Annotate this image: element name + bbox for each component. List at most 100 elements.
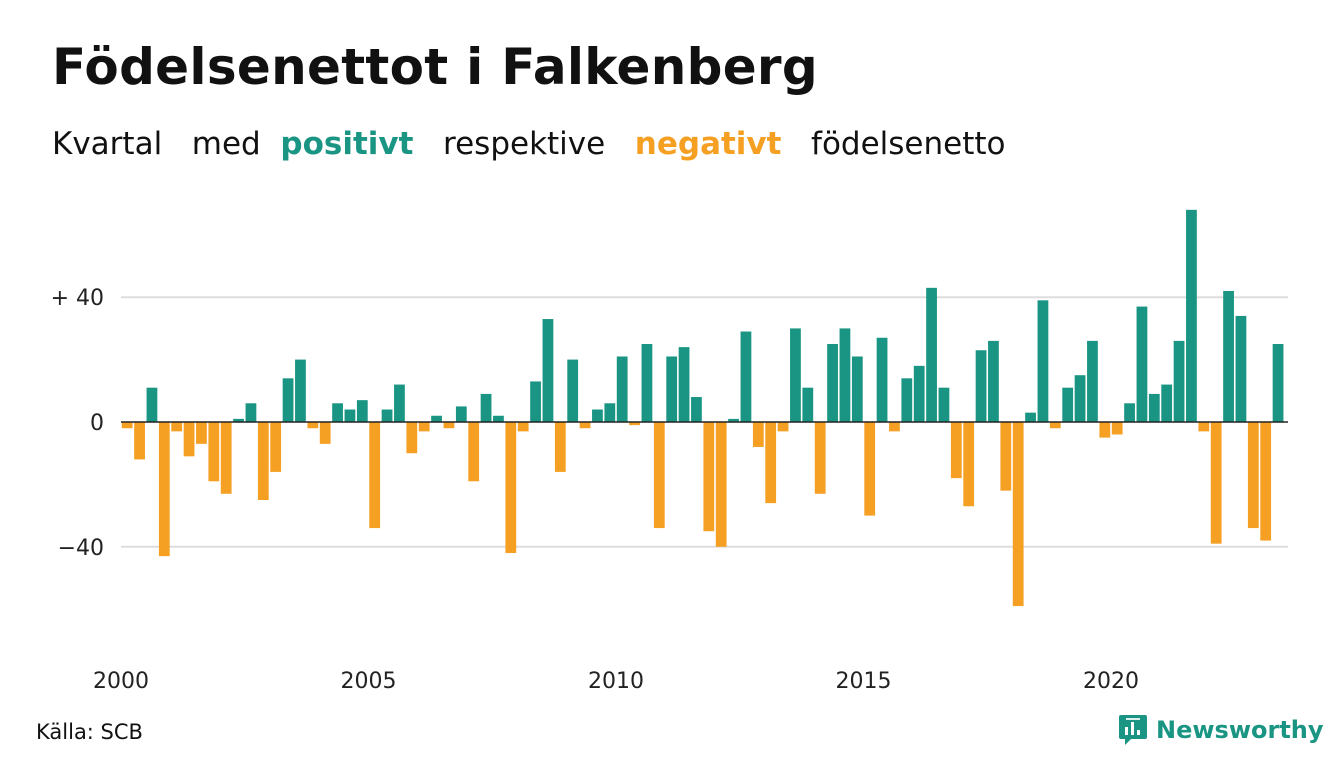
y-tick-label: 0 — [90, 411, 104, 436]
bar-positive — [567, 359, 579, 422]
x-tick-label: 2020 — [1083, 669, 1139, 694]
bar-negative — [1198, 422, 1210, 432]
bar-negative — [777, 422, 789, 432]
y-tick-label: −40 — [58, 536, 104, 561]
bar-positive — [1186, 209, 1197, 422]
bar-positive — [1025, 412, 1036, 422]
bar-positive — [740, 331, 752, 422]
bar-negative — [369, 422, 381, 529]
y-tick-label: + 40 — [51, 286, 104, 311]
bar-negative — [864, 422, 876, 516]
bar-negative — [715, 422, 727, 547]
bar-positive — [666, 356, 678, 422]
bar-negative — [1012, 422, 1024, 607]
bar-negative — [406, 422, 418, 454]
subtitle-word: med — [191, 126, 261, 162]
bar-positive — [616, 356, 628, 422]
bar-negative — [950, 422, 962, 479]
bar-positive — [790, 328, 801, 422]
bar-negative — [814, 422, 826, 494]
bar-positive — [926, 287, 937, 422]
bar-negative — [703, 422, 715, 532]
bar-positive — [455, 406, 467, 422]
bar-positive — [1235, 315, 1247, 422]
bar-positive — [394, 384, 405, 422]
bar-negative — [220, 422, 232, 494]
bar-negative — [1260, 422, 1272, 541]
bar-negative — [257, 422, 269, 500]
bar-positive — [530, 381, 541, 422]
bar-negative — [653, 422, 665, 529]
bar-negative — [158, 422, 170, 557]
bar-positive — [839, 328, 851, 422]
x-tick-label: 2015 — [836, 669, 892, 694]
bar-positive — [356, 400, 368, 422]
bar-negative — [752, 422, 764, 447]
bar-positive — [1074, 375, 1086, 422]
bar-negative — [319, 422, 331, 444]
bar-positive — [1087, 340, 1098, 422]
bar-positive — [493, 415, 504, 422]
bar-positive — [827, 344, 838, 422]
chart-subtitle: Kvartal med positivt respektive negativt… — [52, 126, 1006, 162]
bar-negative — [121, 422, 133, 429]
bar-positive — [245, 403, 257, 422]
bar-positive — [480, 393, 492, 422]
subtitle-word: födelsenetto — [811, 126, 1006, 162]
bar-positive — [233, 418, 244, 422]
bar-negative — [270, 422, 282, 472]
bar-positive — [802, 387, 814, 422]
bar-positive — [1136, 306, 1148, 422]
bar-positive — [1173, 340, 1185, 422]
bar-negative — [196, 422, 207, 444]
bar-negative — [1210, 422, 1222, 544]
bar-negative — [134, 422, 145, 460]
subtitle-word: respektive — [443, 126, 606, 162]
bar-positive — [332, 403, 343, 422]
bar-positive — [592, 409, 603, 422]
bar-positive — [678, 347, 690, 422]
bar-negative — [963, 422, 975, 507]
bar-negative — [183, 422, 195, 457]
bar-positive — [913, 365, 925, 422]
bar-positive — [1124, 403, 1135, 422]
bar-positive — [542, 319, 554, 422]
bar-negative — [579, 422, 591, 429]
bar-positive — [691, 397, 702, 422]
bar-negative — [629, 422, 640, 426]
bar-positive — [295, 359, 306, 422]
x-tick-label: 2000 — [93, 669, 149, 694]
bar-positive — [641, 344, 653, 422]
bar-positive — [344, 409, 356, 422]
bar-negative — [505, 422, 517, 554]
bar-positive — [901, 378, 913, 422]
bar-positive — [1148, 393, 1160, 422]
newsworthy-logo-icon — [1119, 715, 1147, 745]
bar-positive — [876, 337, 888, 422]
bar-negative — [1247, 422, 1259, 529]
bar-positive — [1161, 384, 1173, 422]
bar-negative — [307, 422, 319, 429]
bar-positive — [1272, 344, 1284, 422]
bar-positive — [988, 340, 999, 422]
bar-negative — [554, 422, 566, 472]
bar-positive — [851, 356, 863, 422]
bar-positive — [975, 350, 987, 422]
bar-positive — [604, 403, 616, 422]
bar-positive — [1037, 300, 1049, 422]
x-tick-label: 2010 — [588, 669, 644, 694]
bar-negative — [1049, 422, 1061, 429]
bar-positive — [381, 409, 393, 422]
subtitle-negative-label: negativt — [634, 126, 782, 162]
bar-negative — [443, 422, 455, 429]
bar-negative — [765, 422, 777, 504]
bar-negative — [208, 422, 220, 482]
chart-title: Födelsenettot i Falkenberg — [52, 38, 818, 96]
newsworthy-logo: Newsworthy — [1118, 713, 1324, 747]
subtitle-positive-label: positivt — [280, 126, 414, 162]
bar-positive — [146, 387, 158, 422]
newsworthy-logo-text: Newsworthy — [1156, 716, 1324, 744]
bar-positive — [728, 418, 739, 422]
x-tick-label: 2005 — [341, 669, 397, 694]
